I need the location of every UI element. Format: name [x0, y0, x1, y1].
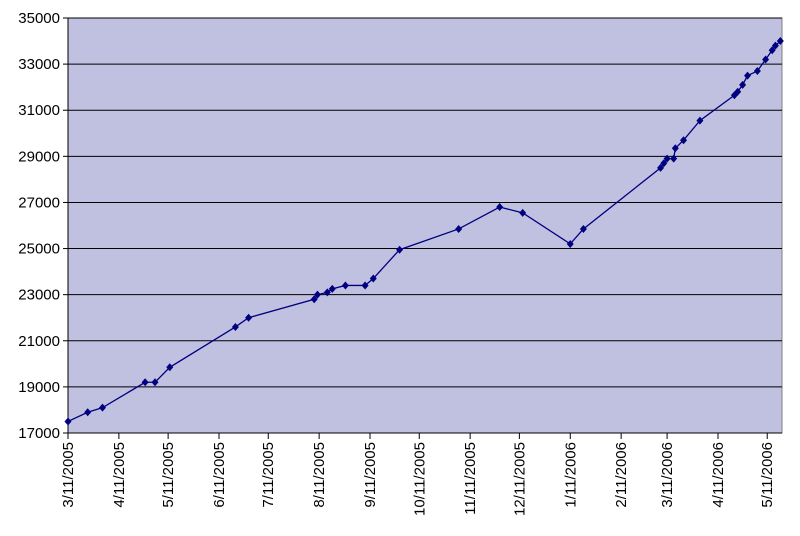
y-tick-label: 29000	[18, 148, 60, 165]
x-tick-label: 4/11/2005	[111, 442, 128, 508]
x-tick-label: 11/11/2005	[462, 442, 479, 515]
x-tick-label: 8/11/2005	[311, 442, 328, 508]
x-tick-label: 12/11/2005	[511, 442, 528, 516]
y-tick-label: 19000	[18, 379, 60, 396]
x-tick-label: 9/11/2005	[362, 442, 379, 508]
point	[744, 71, 752, 80]
point	[245, 313, 253, 322]
point	[141, 378, 149, 387]
x-tick-label: 3/11/2006	[659, 442, 676, 508]
point	[361, 281, 369, 290]
point	[671, 144, 679, 153]
x-tick-label: 6/11/2005	[211, 442, 228, 508]
point	[670, 154, 678, 163]
point	[663, 154, 671, 163]
point	[496, 203, 504, 212]
plot-area	[67, 17, 783, 434]
point	[84, 408, 92, 417]
point	[98, 403, 106, 412]
y-tick-label: 23000	[18, 287, 60, 304]
x-tick-label: 2/11/2006	[613, 442, 630, 508]
y-tick-label: 31000	[18, 102, 60, 119]
point	[396, 245, 404, 254]
point	[776, 37, 784, 46]
point	[579, 224, 587, 233]
point	[455, 224, 463, 233]
x-tick-label: 7/11/2005	[260, 442, 277, 508]
x-tick-label: 10/11/2005	[411, 442, 428, 516]
point	[739, 80, 747, 89]
point	[680, 136, 688, 145]
point	[64, 417, 72, 426]
y-tick-label: 21000	[18, 333, 60, 350]
point	[753, 67, 761, 76]
point	[734, 87, 742, 96]
y-tick-label: 27000	[18, 194, 60, 211]
x-tick-label: 1/11/2006	[562, 442, 579, 508]
point	[313, 290, 321, 299]
point	[566, 239, 574, 248]
point	[762, 55, 770, 64]
y-tick-label: 25000	[18, 241, 60, 258]
y-tick-label: 33000	[18, 56, 60, 73]
point	[231, 322, 239, 331]
point	[771, 41, 779, 50]
x-tick-label: 4/11/2006	[710, 442, 727, 508]
x-tick-label: 3/11/2005	[60, 442, 77, 508]
y-tick-label: 17000	[18, 425, 60, 442]
point	[166, 363, 174, 372]
x-tick-label: 5/11/2005	[160, 442, 177, 508]
point	[310, 295, 318, 304]
point	[151, 378, 159, 387]
y-tick-label: 35000	[18, 10, 60, 27]
point	[657, 163, 665, 172]
point	[696, 116, 704, 125]
point	[519, 208, 527, 217]
point	[768, 46, 776, 55]
point	[323, 288, 331, 297]
point	[328, 284, 336, 293]
point	[369, 274, 377, 283]
point	[660, 159, 668, 168]
x-tick-label: 5/11/2006	[759, 442, 776, 508]
point	[341, 281, 349, 290]
